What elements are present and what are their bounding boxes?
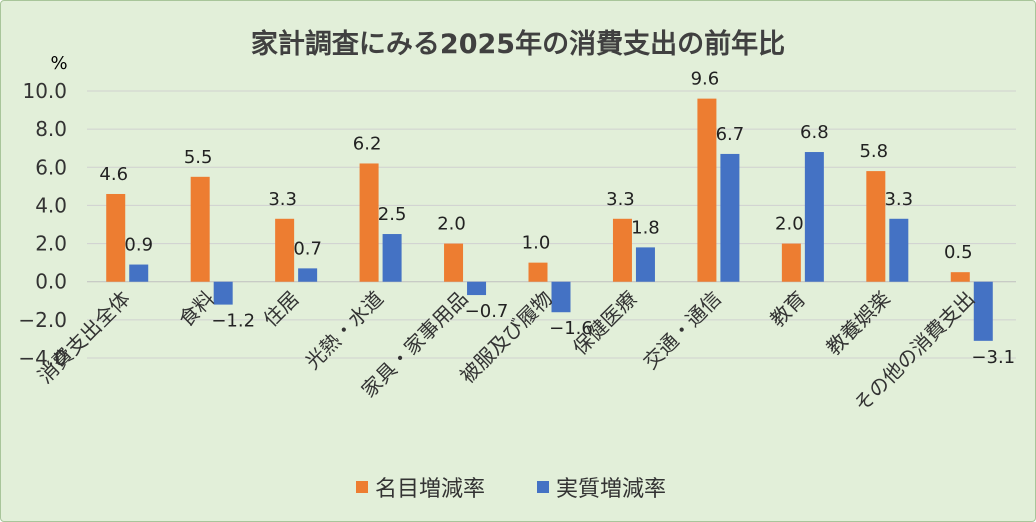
bar-nominal — [950, 272, 970, 282]
bar-real — [467, 281, 487, 296]
labels-group: 10.0 8.0 6.0 4.0 2.0 0.0 −2.0 −4.0 4.6 5.5 3.3 6.2 2… — [18, 69, 1015, 417]
y-tick-label: 2.0 — [35, 232, 67, 256]
bar-real — [298, 268, 318, 282]
data-label-real: 3.3 — [884, 189, 913, 210]
bar-nominal — [106, 193, 126, 282]
bar-real — [129, 264, 149, 282]
data-label-real: 0.9 — [124, 235, 153, 256]
y-tick-label: 6.0 — [35, 155, 67, 179]
legend-label-real: 実質増減率 — [556, 477, 666, 502]
bar-real — [804, 152, 824, 282]
x-category-label: 教育 — [765, 286, 810, 331]
x-category-label: 交通・通信 — [638, 286, 726, 374]
bar-real — [382, 234, 402, 282]
x-category-label: 消費支出全体 — [33, 286, 135, 388]
y-unit-label: % — [50, 53, 67, 74]
chart-title: 家計調査にみる2025年の消費支出の前年比 — [251, 28, 785, 60]
data-label-real: −0.7 — [465, 301, 509, 322]
data-label-nominal: 6.2 — [353, 133, 382, 154]
legend-swatch-real — [537, 481, 549, 493]
data-label-nominal: 3.3 — [268, 189, 297, 210]
data-label-nominal: 4.6 — [99, 164, 128, 185]
x-category-label: 光熱・水道 — [300, 286, 388, 374]
bar-real — [635, 247, 655, 282]
data-label-nominal: 2.0 — [437, 214, 466, 235]
x-category-label: 教養娯楽 — [821, 286, 895, 360]
data-label-nominal: 2.0 — [775, 214, 804, 235]
y-tick-label: 8.0 — [35, 117, 67, 141]
bar-real — [973, 281, 993, 341]
bar-real — [889, 218, 909, 282]
bar-nominal — [444, 243, 464, 282]
bar-nominal — [275, 218, 295, 282]
data-label-real: 2.5 — [378, 204, 407, 225]
data-label-nominal: 0.5 — [944, 242, 973, 263]
bar-nominal — [697, 98, 717, 282]
bar-nominal — [528, 262, 548, 282]
y-tick-label: −2.0 — [18, 308, 67, 332]
data-label-real: −1.6 — [549, 318, 593, 339]
data-label-nominal: 5.8 — [859, 141, 888, 162]
data-label-nominal: 1.0 — [522, 233, 551, 254]
data-label-real: 6.7 — [716, 124, 745, 145]
data-label-real: 0.7 — [293, 238, 322, 259]
data-label-real: 6.8 — [800, 122, 829, 143]
bar-real — [551, 281, 571, 313]
bar-nominal — [781, 243, 801, 282]
bar-nominal — [866, 171, 886, 282]
data-label-real: −3.1 — [971, 347, 1015, 368]
data-label-nominal: 9.6 — [691, 69, 720, 90]
bar-real — [213, 281, 233, 305]
x-category-label: 住居 — [258, 286, 303, 331]
bar-real — [720, 153, 740, 282]
legend: 名目増減率 実質増減率 — [356, 477, 666, 502]
y-tick-label: 4.0 — [35, 193, 67, 217]
y-tick-label: 0.0 — [35, 270, 67, 294]
legend-label-nominal: 名目増減率 — [375, 477, 485, 502]
bar-nominal — [359, 163, 379, 282]
y-tick-label: −4.0 — [18, 346, 67, 370]
data-label-real: −1.2 — [211, 311, 255, 332]
data-label-nominal: 3.3 — [606, 189, 635, 210]
legend-swatch-nominal — [356, 481, 368, 493]
bars-group — [106, 98, 993, 341]
bar-nominal — [190, 176, 210, 282]
data-label-nominal: 5.5 — [184, 147, 213, 168]
bar-nominal — [612, 218, 632, 282]
y-tick-label: 10.0 — [22, 79, 67, 103]
data-label-real: 1.8 — [631, 217, 660, 238]
